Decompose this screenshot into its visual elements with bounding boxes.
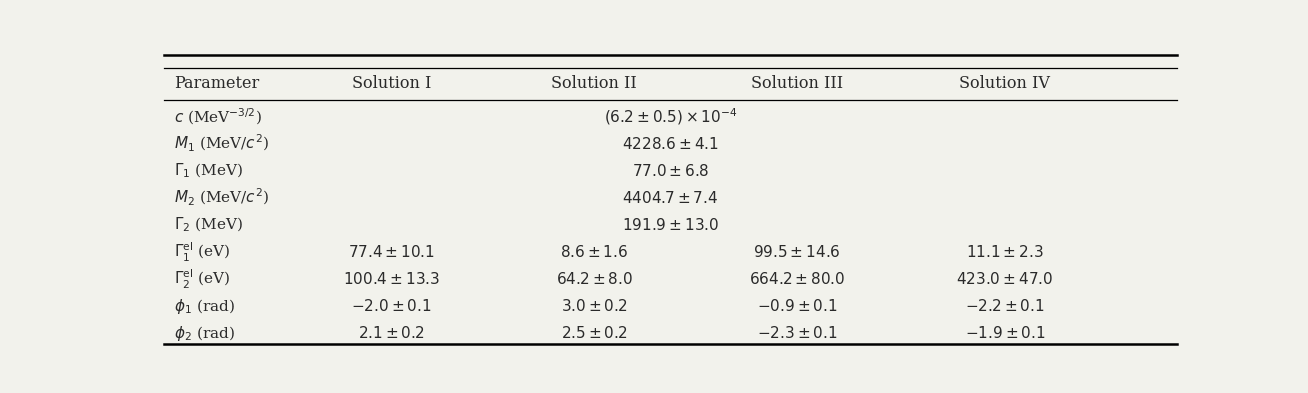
Text: $4228.6 \pm 4.1$: $4228.6 \pm 4.1$ (621, 136, 719, 152)
Text: $\phi_1$ (rad): $\phi_1$ (rad) (174, 297, 234, 316)
Text: $-0.9 \pm 0.1$: $-0.9 \pm 0.1$ (757, 298, 837, 314)
Text: $-2.3 \pm 0.1$: $-2.3 \pm 0.1$ (757, 325, 837, 341)
Text: $(6.2 \pm 0.5) \times 10^{-4}$: $(6.2 \pm 0.5) \times 10^{-4}$ (603, 107, 738, 127)
Text: $-2.2 \pm 0.1$: $-2.2 \pm 0.1$ (965, 298, 1045, 314)
Text: Solution I: Solution I (352, 75, 432, 92)
Text: $\Gamma_2^{\mathrm{el}}$ (eV): $\Gamma_2^{\mathrm{el}}$ (eV) (174, 267, 230, 291)
Text: Parameter: Parameter (174, 75, 259, 92)
Text: $77.4 \pm 10.1$: $77.4 \pm 10.1$ (348, 244, 436, 260)
Text: $\Gamma_1$ (MeV): $\Gamma_1$ (MeV) (174, 162, 243, 180)
Text: $2.1 \pm 0.2$: $2.1 \pm 0.2$ (358, 325, 425, 341)
Text: $99.5 \pm 14.6$: $99.5 \pm 14.6$ (753, 244, 841, 260)
Text: $664.2 \pm 80.0$: $664.2 \pm 80.0$ (749, 271, 845, 287)
Text: $M_1$ (MeV/$c^2$): $M_1$ (MeV/$c^2$) (174, 133, 268, 154)
Text: $4404.7 \pm 7.4$: $4404.7 \pm 7.4$ (623, 190, 718, 206)
Text: $\phi_2$ (rad): $\phi_2$ (rad) (174, 323, 234, 343)
Text: $\Gamma_1^{\mathrm{el}}$ (eV): $\Gamma_1^{\mathrm{el}}$ (eV) (174, 241, 230, 264)
Text: $c$ (MeV$^{-3/2}$): $c$ (MeV$^{-3/2}$) (174, 107, 262, 127)
Text: $11.1 \pm 2.3$: $11.1 \pm 2.3$ (967, 244, 1044, 260)
Text: $3.0 \pm 0.2$: $3.0 \pm 0.2$ (561, 298, 628, 314)
Text: Solution III: Solution III (751, 75, 844, 92)
Text: $64.2 \pm 8.0$: $64.2 \pm 8.0$ (556, 271, 633, 287)
Text: $8.6 \pm 1.6$: $8.6 \pm 1.6$ (560, 244, 628, 260)
Text: $77.0 \pm 6.8$: $77.0 \pm 6.8$ (632, 163, 709, 179)
Text: $M_2$ (MeV/$c^2$): $M_2$ (MeV/$c^2$) (174, 187, 268, 208)
Text: $191.9 \pm 13.0$: $191.9 \pm 13.0$ (621, 217, 719, 233)
Text: Solution II: Solution II (552, 75, 637, 92)
Text: $-2.0 \pm 0.1$: $-2.0 \pm 0.1$ (352, 298, 432, 314)
Text: $100.4 \pm 13.3$: $100.4 \pm 13.3$ (343, 271, 441, 287)
Text: $-1.9 \pm 0.1$: $-1.9 \pm 0.1$ (964, 325, 1045, 341)
Text: $\Gamma_2$ (MeV): $\Gamma_2$ (MeV) (174, 216, 243, 234)
Text: Solution IV: Solution IV (960, 75, 1050, 92)
Text: $423.0 \pm 47.0$: $423.0 \pm 47.0$ (956, 271, 1053, 287)
Text: $2.5 \pm 0.2$: $2.5 \pm 0.2$ (561, 325, 628, 341)
